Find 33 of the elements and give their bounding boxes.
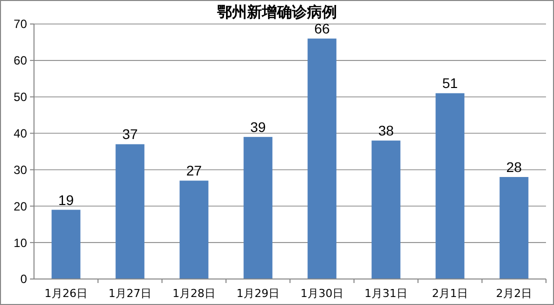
y-tick-label: 70 [14, 17, 28, 32]
data-label: 38 [378, 122, 394, 139]
data-label: 28 [506, 159, 522, 175]
chart-title: 鄂州新增确诊病例 [217, 3, 337, 21]
y-tick-label: 40 [14, 126, 28, 140]
x-tick-label: 2月2日 [496, 287, 532, 300]
y-tick-label: 20 [14, 199, 28, 214]
data-label: 37 [122, 126, 138, 142]
y-tick-label: 50 [14, 90, 28, 104]
x-tick-label: 1月29日 [236, 287, 280, 300]
bar [436, 93, 464, 279]
y-tick-label: 0 [20, 272, 28, 286]
bar [180, 180, 208, 279]
x-tick-label: 1月30日 [300, 287, 344, 300]
data-label: 39 [250, 118, 266, 135]
data-label: 66 [314, 20, 330, 37]
x-tick-label: 1月27日 [108, 287, 152, 300]
data-label: 19 [58, 192, 74, 208]
bar [52, 210, 80, 279]
bar [308, 38, 336, 279]
y-tick-label: 60 [14, 54, 28, 68]
y-tick-label: 10 [14, 236, 28, 250]
bar [500, 177, 528, 279]
bar [116, 144, 144, 279]
x-tick-label: 1月28日 [172, 287, 216, 300]
bar [372, 140, 400, 279]
x-tick-label: 2月1日 [432, 287, 468, 300]
y-tick-label: 30 [14, 162, 28, 177]
bar [244, 136, 272, 279]
x-tick-label: 1月31日 [364, 287, 408, 300]
data-label: 27 [186, 162, 202, 179]
x-tick-label: 1月26日 [44, 287, 88, 300]
data-label: 51 [442, 75, 458, 92]
